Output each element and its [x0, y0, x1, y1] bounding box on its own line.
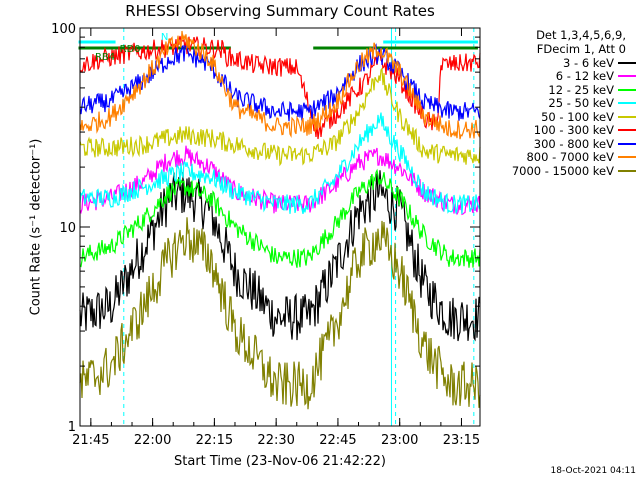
series-line-3 [79, 112, 481, 215]
legend-entry-6: 300 - 800 keV [486, 137, 636, 151]
footer-timestamp: 18-Oct-2021 04:11 [550, 466, 636, 476]
y-axis-label: Count Rate (s⁻¹ detector⁻¹) [28, 138, 44, 316]
legend-entries: 3 - 6 keV 6 - 12 keV 12 - 25 keV 25 - 50 ke… [486, 56, 636, 178]
annotation-1: RD0 [120, 44, 141, 55]
legend-label: 6 - 12 keV [555, 69, 614, 84]
legend-swatch [618, 156, 636, 159]
legend-label: 25 - 50 keV [548, 96, 614, 111]
legend-swatch [618, 129, 636, 132]
annotations: N RD0 RB4 [95, 32, 168, 63]
legend-swatch [618, 102, 636, 105]
legend-swatch [618, 88, 636, 91]
series-group [79, 30, 481, 410]
legend-label: 12 - 25 keV [548, 82, 614, 97]
x-tick-label-1: 22:00 [134, 433, 171, 448]
legend-entry-2: 12 - 25 keV [486, 83, 636, 97]
legend-entry-1: 6 - 12 keV [486, 69, 636, 84]
series-line-4 [79, 67, 481, 167]
chart-title: RHESSI Observing Summary Count Rates [125, 2, 435, 20]
legend-entry-7: 800 - 7000 keV [486, 150, 636, 165]
legend-swatch [618, 61, 636, 64]
y-tick-label-2: 100 [51, 22, 76, 37]
legend-label: 50 - 100 keV [541, 109, 614, 124]
series-line-0 [79, 170, 481, 342]
y-tick-label-1: 10 [59, 221, 76, 236]
legend-label: 100 - 300 keV [533, 123, 614, 138]
series-line-8 [79, 217, 481, 410]
y-tick-label-0: 1 [68, 420, 76, 435]
axis-ticks: 21:45 22:00 22:15 22:30 22:45 23:00 23:15 1 10 10… [51, 22, 480, 448]
legend-swatch [618, 169, 636, 172]
x-tick-label-6: 23:15 [443, 433, 480, 448]
legend-swatch [618, 75, 636, 78]
legend-entry-8: 7000 - 15000 keV [486, 164, 636, 178]
legend: Det 1,3,4,5,6,9, FDecim 1, Att 0 3 - 6 k… [486, 28, 636, 178]
x-tick-label-4: 22:45 [319, 433, 356, 448]
legend-entry-0: 3 - 6 keV [486, 56, 636, 70]
legend-entry-4: 50 - 100 keV [486, 110, 636, 124]
annotation-0: N [161, 32, 168, 43]
annotation-2: RB4 [95, 52, 115, 63]
x-tick-label-5: 23:00 [381, 433, 418, 448]
legend-label: 300 - 800 keV [533, 136, 614, 151]
series-line-2 [79, 168, 481, 268]
x-axis-label: Start Time (23-Nov-06 21:42:22) [174, 454, 386, 469]
legend-entry-5: 100 - 300 keV [486, 123, 636, 138]
legend-entry-3: 25 - 50 keV [486, 96, 636, 111]
legend-swatch [618, 142, 636, 145]
legend-label: 3 - 6 keV [563, 55, 614, 70]
legend-swatch [618, 115, 636, 118]
x-tick-label-2: 22:15 [196, 433, 233, 448]
x-tick-label-3: 22:30 [257, 433, 294, 448]
legend-label: 7000 - 15000 keV [511, 163, 614, 178]
series-line-1 [79, 145, 481, 216]
series-line-7 [79, 30, 481, 140]
legend-label: 800 - 7000 keV [526, 150, 614, 165]
legend-title-line-1: Det 1,3,4,5,6,9, [536, 28, 626, 42]
legend-title-line-2: FDecim 1, Att 0 [536, 42, 626, 56]
x-tick-label-0: 21:45 [72, 433, 109, 448]
